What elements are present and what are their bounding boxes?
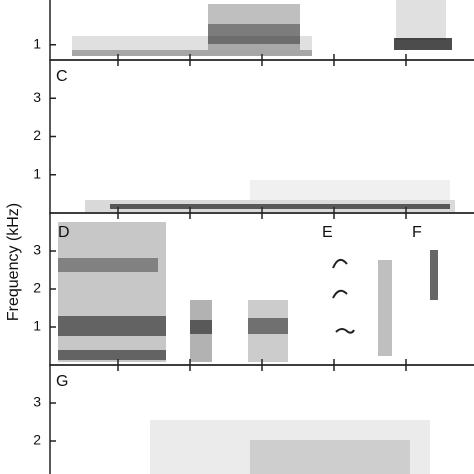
time-ticks [117, 54, 407, 371]
panel-label: C [56, 68, 68, 85]
y-tick-label: 3 [33, 394, 41, 410]
spectrogram-texture [58, 0, 455, 474]
y-tick-label: 2 [33, 432, 41, 448]
y-tick-label: 1 [33, 165, 41, 181]
contour-marks [332, 258, 355, 334]
panel-label: F [412, 224, 422, 241]
y-tick-label: 2 [33, 280, 41, 296]
panel-label: G [56, 373, 68, 390]
panel-label: E [322, 224, 333, 241]
y-tick-label: 3 [33, 242, 41, 258]
y-tick-label: 1 [33, 35, 41, 51]
y-tick-label: 2 [33, 127, 41, 143]
y-tick-label: 3 [33, 89, 41, 105]
panel-label: D [58, 224, 70, 241]
y-axis-label: Frequency (kHz) [5, 203, 22, 321]
y-tick-label: 1 [33, 318, 41, 334]
